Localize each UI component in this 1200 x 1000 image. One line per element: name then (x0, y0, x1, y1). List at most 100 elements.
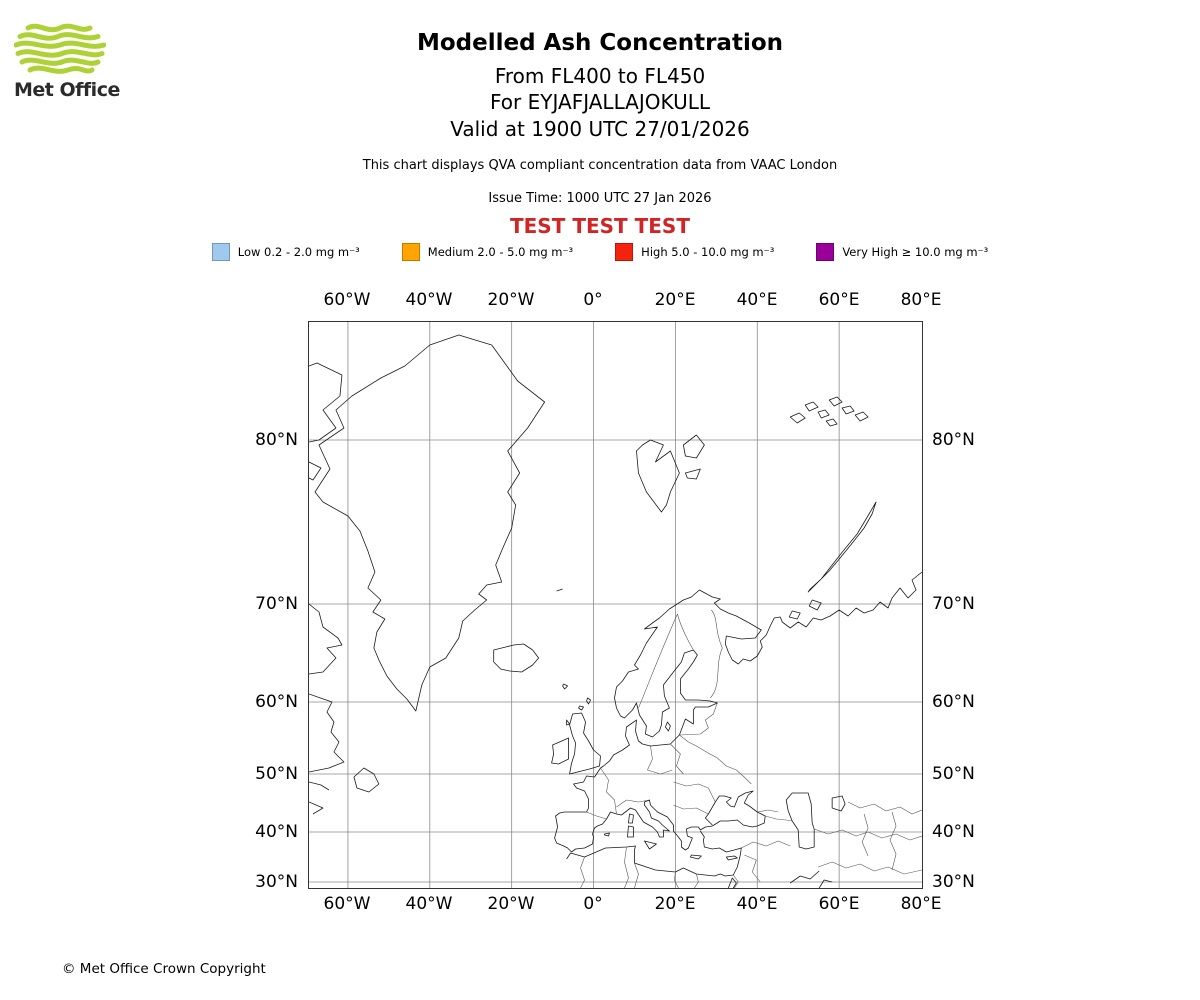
legend-item-low: Low 0.2 - 2.0 mg m⁻³ (211, 243, 360, 261)
test-banner: TEST TEST TEST (510, 214, 690, 238)
lat-label: 40°N (255, 822, 298, 842)
lon-label: 0° (583, 290, 603, 310)
lat-label: 60°N (255, 692, 298, 712)
border-kazakhstan (847, 801, 922, 815)
border-pyrenees (586, 811, 607, 820)
lat-label: 80°N (932, 430, 975, 450)
coastline-svalbard (636, 439, 680, 513)
issue-time: Issue Time: 1000 UTC 27 Jan 2026 (488, 191, 712, 206)
map-svg (309, 322, 922, 888)
lon-label: 20°W (487, 894, 535, 914)
border-sweden-finland (677, 613, 694, 651)
lon-label: 0° (583, 894, 603, 914)
lon-label: 60°W (323, 290, 371, 310)
coastline-great-britain (569, 712, 601, 775)
lat-label: 50°N (932, 764, 975, 784)
volcano-name: For EYJAFJALLAJOKULL (490, 90, 710, 114)
lat-label: 50°N (255, 764, 298, 784)
coastline-edgeoya (684, 468, 701, 480)
lon-label: 40°E (736, 290, 778, 310)
coastline-ireland (551, 737, 569, 765)
coastline-black-sea (704, 790, 766, 828)
legend-swatch-low (211, 243, 230, 261)
coastline-iceland (493, 643, 540, 673)
lat-label: 80°N (255, 430, 298, 450)
coastline-mainland-europe (554, 571, 922, 853)
grid-lines (309, 322, 922, 888)
coastline-red-sea-gulf (727, 870, 833, 888)
legend-label-medium: Medium 2.0 - 5.0 mg m⁻³ (427, 245, 574, 259)
lon-label: 80°E (900, 290, 942, 310)
coastline-jan-mayen (556, 588, 563, 592)
coastline-newfoundland (353, 767, 380, 793)
border-danube (673, 804, 709, 815)
coastline-baffin-island (309, 603, 343, 675)
border-germany-poland (647, 745, 673, 775)
lat-label: 70°N (932, 594, 975, 614)
country-borders (580, 609, 922, 888)
lon-label: 80°E (900, 894, 942, 914)
border-north-africa (580, 846, 699, 888)
coastline-sardinia (627, 825, 634, 838)
coastline-caspian-sea (785, 792, 815, 850)
coastline-gulf-st-lawrence (309, 781, 330, 815)
legend-item-high: High 5.0 - 10.0 mg m⁻³ (615, 243, 774, 261)
border-belarus-ukraine (679, 734, 752, 785)
coastline-cyprus (725, 855, 738, 861)
lon-label: 40°E (736, 894, 778, 914)
legend-item-medium: Medium 2.0 - 5.0 mg m⁻³ (401, 243, 574, 261)
lon-label: 60°E (818, 290, 860, 310)
lon-label: 60°W (323, 894, 371, 914)
coastline-sicily (644, 840, 657, 850)
lon-label: 40°W (405, 894, 453, 914)
coastline-gotland (665, 721, 671, 732)
coastline-balearics (604, 832, 610, 837)
legend-swatch-medium (401, 243, 420, 261)
coastline-scottish-isles (562, 683, 591, 726)
coastline-nordaustlandet (682, 434, 705, 459)
coastline-vaygach (808, 599, 822, 611)
met-office-waves-icon (14, 23, 106, 74)
coastline-franz-josef-land (789, 396, 869, 427)
legend-swatch-very-high (816, 243, 835, 261)
legend-label-low: Low 0.2 - 2.0 mg m⁻³ (237, 245, 360, 259)
coastline-kolguyev (788, 610, 801, 620)
border-alps (616, 799, 650, 808)
border-balkans (673, 781, 716, 803)
lon-label: 20°E (654, 290, 696, 310)
valid-time: Valid at 1900 UTC 27/01/2026 (450, 117, 750, 141)
border-norway-sweden (638, 613, 678, 709)
met-office-logo-text: Met Office (14, 79, 120, 101)
met-office-logo: Met Office (14, 22, 134, 101)
legend: Low 0.2 - 2.0 mg m⁻³ Medium 2.0 - 5.0 mg… (0, 243, 1200, 261)
border-poland-east (670, 743, 684, 775)
legend-label-high: High 5.0 - 10.0 mg m⁻³ (641, 245, 775, 259)
coastline-devon-island (309, 461, 322, 481)
lon-label: 40°W (405, 290, 453, 310)
lon-label: 20°E (654, 894, 696, 914)
legend-item-very-high: Very High ≥ 10.0 mg m⁻³ (816, 243, 988, 261)
coastlines (309, 334, 922, 888)
coastline-novaya-zemlya (807, 501, 877, 593)
copyright-notice: © Met Office Crown Copyright (62, 961, 266, 977)
lon-label: 60°E (818, 894, 860, 914)
border-central-asia-1 (814, 828, 922, 841)
coastline-corsica (628, 813, 634, 824)
border-middle-east (733, 840, 791, 888)
qva-compliance-note: This chart displays QVA compliant concen… (362, 158, 838, 173)
map-frame (308, 321, 923, 889)
border-central-asia-2 (818, 861, 922, 875)
lat-label: 70°N (255, 594, 298, 614)
coastline-labrador (309, 693, 345, 773)
legend-label-very-high: Very High ≥ 10.0 mg m⁻³ (842, 245, 989, 259)
lat-label: 30°N (932, 872, 975, 892)
coastline-arctic-canada (309, 362, 343, 443)
flight-level-range: From FL400 to FL450 (494, 64, 706, 88)
coastline-aegean-levant-north-africa (566, 830, 742, 877)
page-title: Modelled Ash Concentration (416, 30, 784, 56)
coastline-aral-sea (831, 795, 846, 812)
lat-label: 60°N (932, 692, 975, 712)
border-finland-russia (710, 609, 723, 699)
border-france-east (600, 767, 617, 815)
